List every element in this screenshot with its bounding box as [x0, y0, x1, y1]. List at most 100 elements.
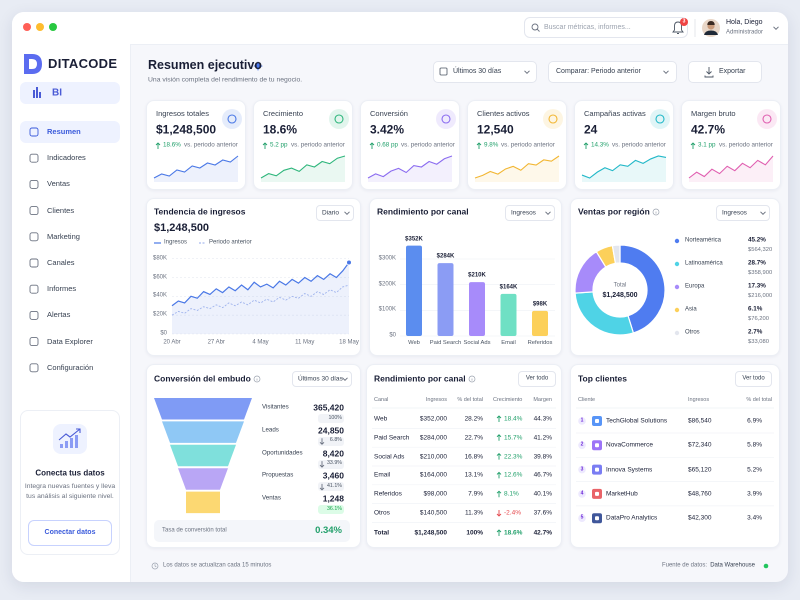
rate-badge — [318, 482, 344, 492]
kpi-icon — [548, 114, 558, 124]
compare-filter[interactable] — [548, 61, 677, 83]
kpi-note: vs. periodo anterior — [719, 141, 773, 149]
brand-name: DITACODE — [48, 55, 118, 71]
funnel-rate: 33.9% — [326, 460, 342, 467]
table-cell: 22.7% — [464, 434, 483, 442]
section-icon — [33, 90, 35, 98]
nav-icon — [29, 310, 39, 320]
trend-arrow — [496, 434, 502, 441]
connect-button-label: Conectar datos — [44, 529, 96, 537]
nav-icon — [29, 232, 39, 242]
table-cell: $284,000 — [419, 434, 447, 442]
client-logo — [595, 467, 599, 472]
nav-icon — [29, 284, 39, 294]
table-cell: 41.2% — [533, 434, 552, 442]
funnel-rate: 36.1% — [326, 505, 342, 512]
connect-button[interactable] — [28, 520, 112, 546]
export-button[interactable] — [688, 61, 762, 83]
view-all-button[interactable] — [735, 371, 772, 387]
period-dropdown[interactable] — [292, 371, 352, 387]
kpi-note: vs. periodo anterior — [401, 141, 455, 149]
client-logo — [595, 516, 599, 521]
kpi-note: vs. periodo anterior — [501, 141, 555, 149]
legend-label: Ingresos — [164, 239, 188, 246]
y-tick-label: $100K — [378, 307, 396, 314]
y-tick-label: $40K — [152, 293, 167, 300]
kpi-change: 18.6% — [163, 141, 181, 149]
chevron-icon — [663, 70, 669, 75]
legend-dot — [674, 261, 680, 267]
connect-icon — [70, 438, 73, 448]
connect-title: Conecta tus datos — [35, 468, 105, 478]
funnel-value: 1,248 — [322, 493, 344, 504]
nav-icon — [29, 258, 39, 268]
kpi-label: Campañas activas — [584, 108, 646, 118]
x-tick-label: Paid Search — [429, 339, 462, 346]
bar — [532, 310, 548, 336]
client-rank: 1 — [580, 417, 584, 424]
sparkline — [153, 155, 239, 179]
trend-arrow — [496, 415, 502, 422]
nav-icon — [29, 179, 39, 189]
trend-arrow — [262, 142, 268, 149]
donut-center-label: Total — [613, 282, 627, 289]
y-tick-label: $20K — [152, 311, 167, 318]
table-cell: Email — [374, 471, 391, 479]
period-dropdown-label: Últimos 30 días — [298, 375, 343, 383]
client-share: 5.8% — [747, 441, 762, 449]
trend-arrow — [369, 142, 375, 149]
date-filter-label: Últimos 30 días — [453, 68, 502, 76]
avatar-body — [704, 30, 718, 35]
trend-arrow — [319, 461, 325, 468]
legend-label: Latinoamérica — [685, 260, 723, 267]
metric-dropdown[interactable] — [505, 205, 555, 221]
table-cell: 11.3% — [465, 509, 483, 517]
export-icon — [704, 67, 714, 78]
kpi-value: 12,540 — [477, 122, 514, 137]
legend-percent: 6.1% — [748, 305, 763, 313]
rank-badge — [578, 417, 586, 425]
kpi-value: 18.6% — [263, 122, 298, 137]
client-name: Innova Systems — [606, 466, 653, 474]
kpi-card — [360, 100, 460, 190]
bar-label: $352K — [405, 236, 423, 243]
view-all-button[interactable] — [518, 371, 556, 387]
table-cell: $98,000 — [423, 490, 448, 498]
funnel-value: 365,420 — [313, 402, 344, 413]
growth-cell: 22.3% — [504, 453, 523, 461]
view-all-label: Ver todo — [525, 375, 549, 382]
funnel-value: 8,420 — [322, 447, 344, 458]
column-header: Canal — [374, 396, 389, 403]
y-tick-label: $80K — [152, 255, 167, 262]
client-logo — [595, 491, 599, 496]
kpi-value: 24 — [584, 122, 598, 137]
client-share: 6.9% — [747, 417, 762, 425]
growth-cell: 12.6% — [504, 471, 523, 479]
notification-count: 3 — [682, 18, 686, 25]
table-cell: Web — [374, 415, 388, 423]
client-rank: 3 — [580, 465, 584, 472]
compare-label: Comparar: Periodo anterior — [556, 68, 641, 76]
kpi-change: 0.68 pp — [377, 141, 399, 149]
chevron-icon — [760, 211, 766, 216]
table-cell: $210,000 — [419, 453, 447, 461]
legend-label: Periodo anterior — [209, 239, 252, 246]
search-box[interactable] — [524, 17, 688, 38]
top-clients-card — [570, 364, 780, 548]
legend-amount: $564,320 — [748, 246, 773, 253]
funnel-layer — [186, 491, 220, 514]
rank-badge — [578, 441, 586, 450]
chevron-icon — [773, 26, 779, 31]
card-title: Rendimiento por canal — [374, 373, 466, 384]
period-dropdown[interactable] — [316, 205, 354, 221]
search-icon — [531, 23, 539, 31]
trend-arrow — [476, 142, 482, 149]
sparkline — [367, 155, 453, 179]
rate-badge — [318, 414, 344, 423]
period-dropdown-label: Diario — [322, 209, 339, 217]
metric-dropdown[interactable] — [716, 205, 770, 221]
data-source: Data Warehouse — [710, 562, 755, 569]
kpi-note: vs. periodo anterior — [612, 141, 666, 149]
rate-badge — [318, 436, 344, 446]
date-filter[interactable] — [433, 61, 537, 83]
